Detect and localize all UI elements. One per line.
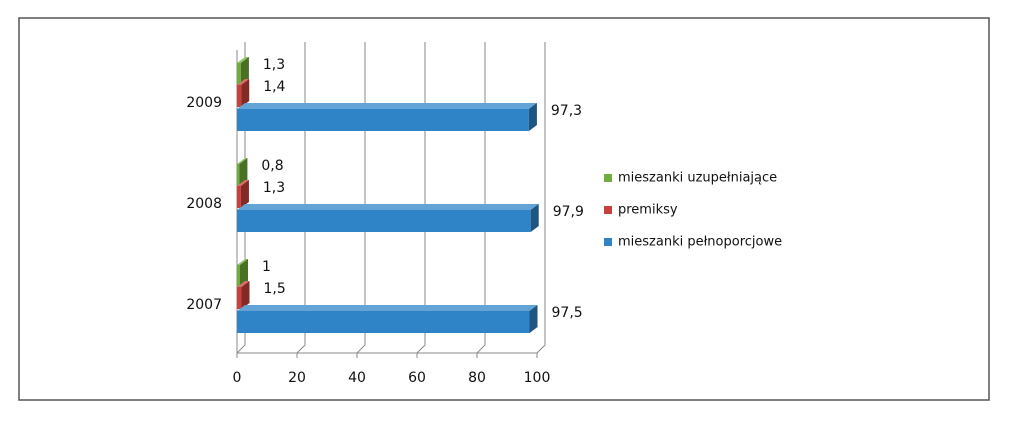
bar-side	[241, 281, 250, 309]
bar-side-shade	[528, 103, 537, 131]
x-tick-label: 80	[468, 370, 486, 386]
legend-label: mieszanki pełnoporcjowe	[618, 235, 782, 250]
bar-top-shade	[237, 305, 538, 311]
bar	[237, 103, 537, 131]
floor-line	[476, 344, 486, 354]
value-label: 97,9	[553, 204, 584, 220]
bar-top-shade	[237, 103, 537, 109]
x-tick-label: 60	[408, 370, 426, 386]
bar-side	[529, 305, 538, 333]
bar	[237, 180, 249, 208]
bar-top-shade	[237, 281, 250, 287]
bar-side-shade	[240, 57, 249, 85]
bar-side	[241, 79, 250, 107]
x-tick-label: 0	[233, 370, 242, 386]
bar-side	[240, 57, 249, 85]
legend-swatch	[604, 238, 612, 246]
bar-front	[237, 311, 530, 333]
value-label: 1,4	[263, 79, 285, 95]
bar-front	[237, 164, 240, 186]
bar-front	[237, 265, 240, 287]
legend-swatch	[604, 174, 612, 182]
bar-side-shade	[240, 259, 248, 287]
bar-top-shade	[237, 79, 250, 85]
bar-side-shade	[530, 204, 539, 232]
bar-side-shade	[241, 281, 250, 309]
bar-side	[530, 204, 539, 232]
floor-line	[296, 344, 306, 354]
bar-side	[528, 103, 537, 131]
bar-top	[237, 57, 249, 63]
bar-top-shade	[237, 180, 249, 186]
bar-side	[239, 158, 248, 186]
bar-top	[237, 204, 539, 210]
bar-front	[237, 287, 242, 309]
bar	[237, 57, 249, 85]
bar-front	[237, 186, 241, 208]
bar-top-shade	[237, 158, 248, 164]
y-tick-label: 2008	[186, 196, 222, 212]
value-label: 0,8	[261, 158, 283, 174]
bar-top-shade	[237, 204, 539, 210]
value-label: 1,5	[264, 281, 286, 297]
x-tick-label: 100	[524, 370, 551, 386]
legend-label: mieszanki uzupełniające	[618, 171, 777, 186]
bar-front	[237, 109, 529, 131]
bar-side-shade	[240, 180, 249, 208]
floor-line	[236, 344, 246, 354]
x-tick-label: 40	[348, 370, 366, 386]
y-tick-label: 2009	[186, 95, 222, 111]
bar	[237, 79, 250, 107]
bar-top-shade	[237, 57, 249, 63]
bar	[237, 158, 248, 186]
x-tick-label: 20	[288, 370, 306, 386]
value-label: 97,3	[551, 103, 582, 119]
bar-side-shade	[239, 158, 248, 186]
y-tick-label: 2007	[186, 297, 222, 313]
bar-side	[240, 259, 248, 287]
bar	[237, 305, 538, 333]
floor-line	[536, 344, 546, 354]
bar-top	[237, 281, 250, 287]
floor-line	[356, 344, 366, 354]
legend: mieszanki uzupełniające premiksy mieszanki…	[604, 171, 782, 250]
bar-top	[237, 259, 248, 265]
legend-label: premiksy	[618, 203, 678, 218]
bar-top	[237, 103, 537, 109]
bar-front	[237, 210, 531, 232]
value-label: 1	[262, 259, 271, 275]
bar	[237, 259, 248, 287]
value-label: 97,5	[552, 305, 583, 321]
bar-side-shade	[529, 305, 538, 333]
legend-swatch	[604, 206, 612, 214]
bar-front	[237, 85, 242, 107]
value-label: 1,3	[263, 180, 285, 196]
bar-front	[237, 63, 241, 85]
bar-top	[237, 180, 249, 186]
bar-side-shade	[241, 79, 250, 107]
bar-top	[237, 158, 248, 164]
bar-top	[237, 79, 250, 85]
bar	[237, 204, 539, 232]
bar	[237, 281, 250, 309]
floor-line	[416, 344, 426, 354]
bar-top	[237, 305, 538, 311]
bar-side	[240, 180, 249, 208]
bar-top-shade	[237, 259, 248, 265]
value-label: 1,3	[263, 57, 285, 73]
